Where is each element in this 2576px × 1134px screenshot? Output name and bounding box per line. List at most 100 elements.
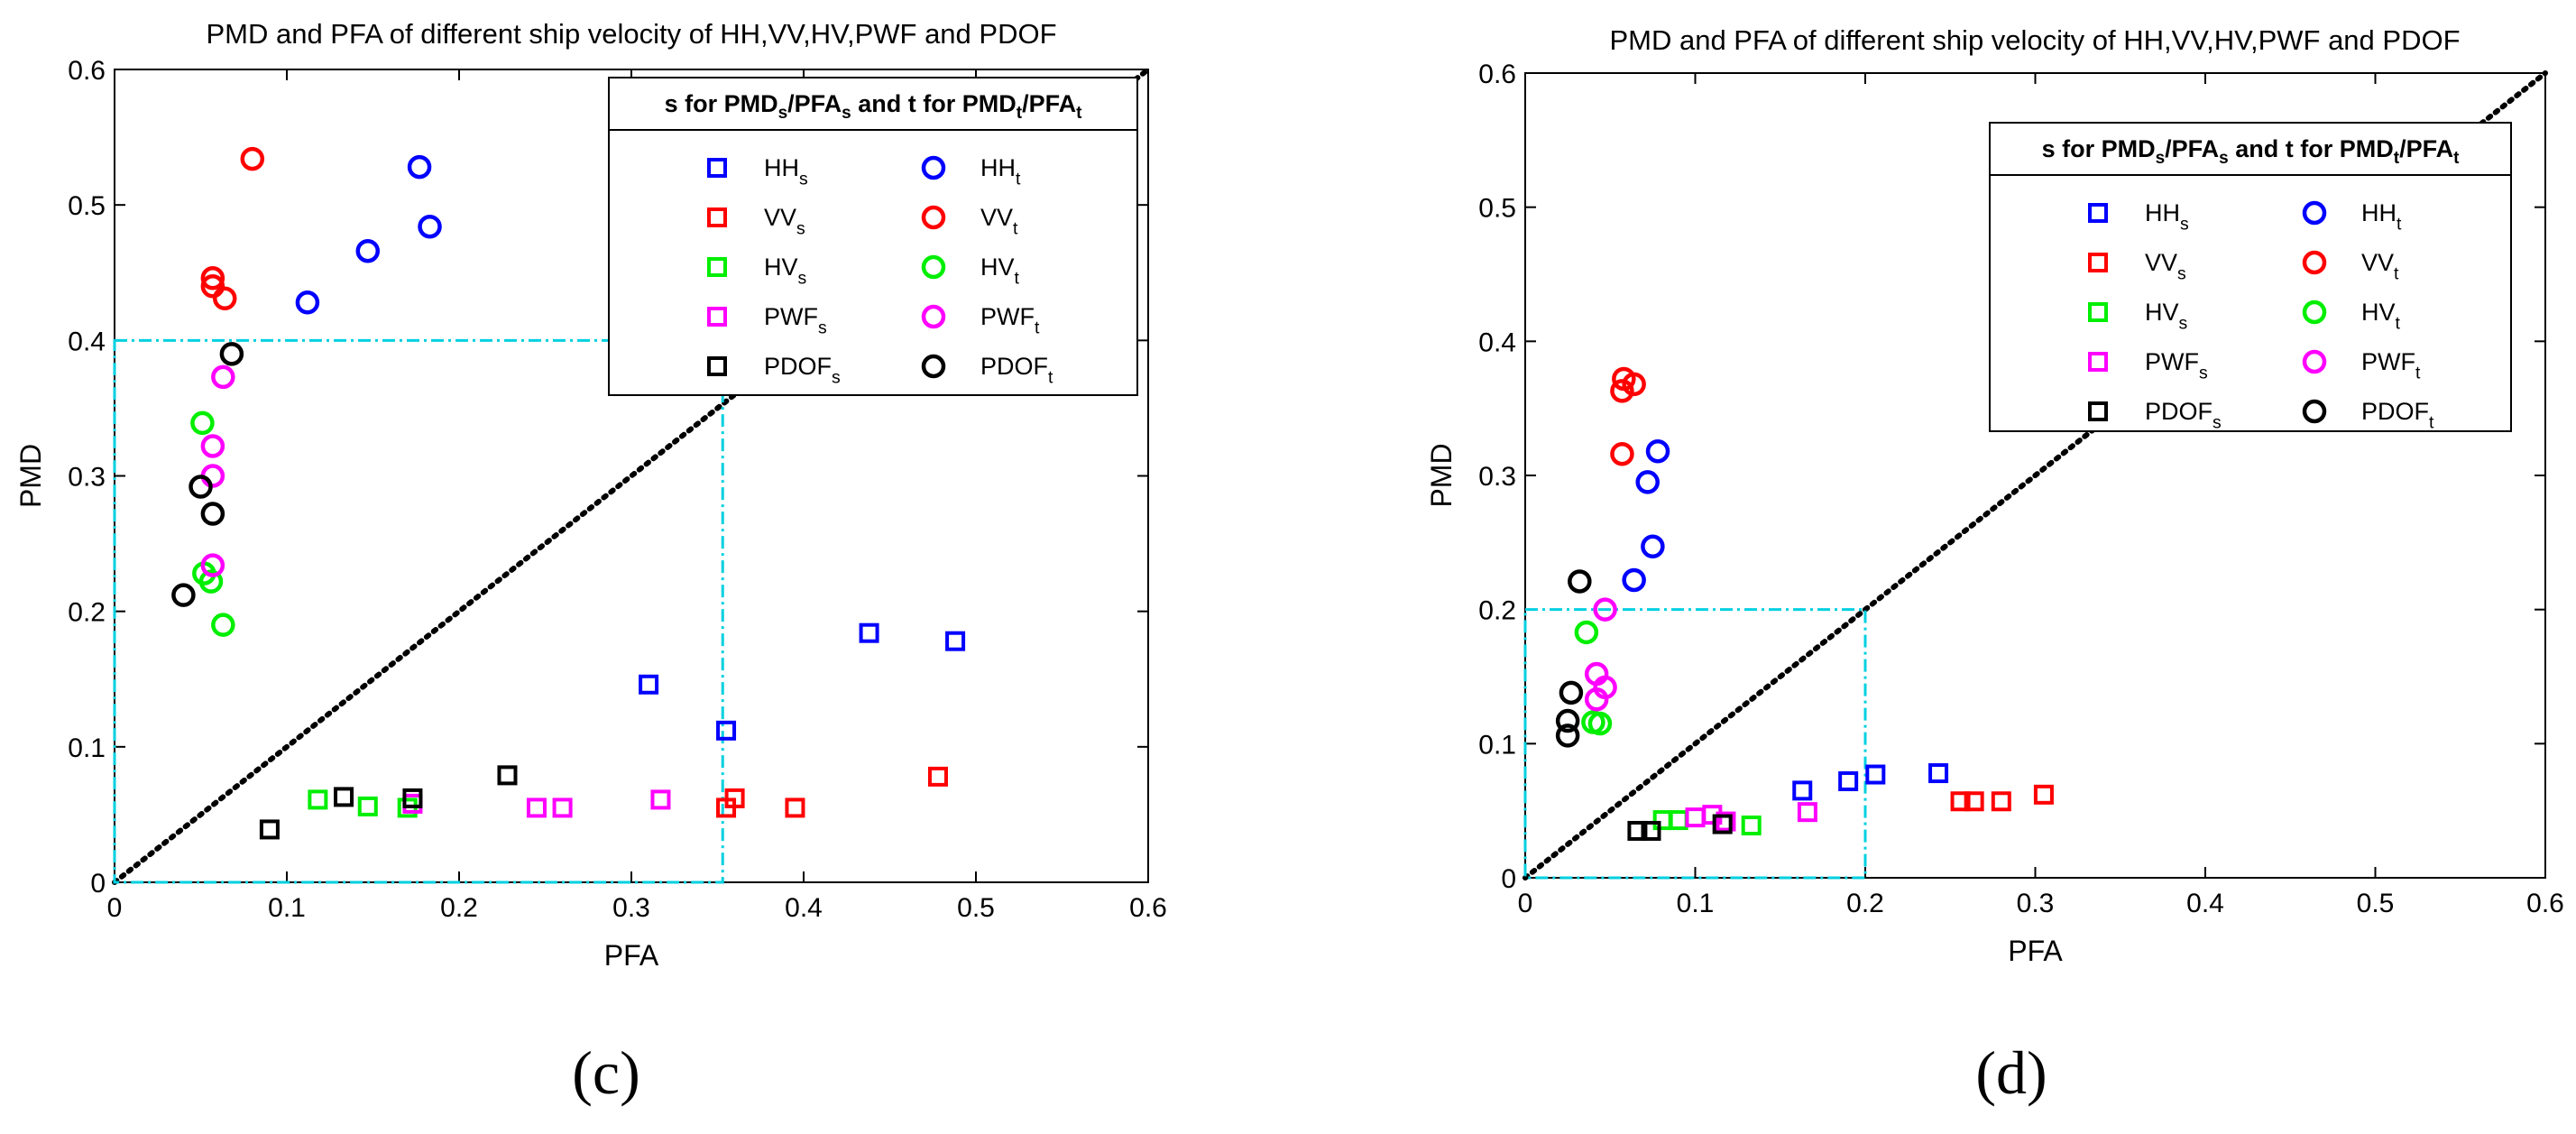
data-point [1641,820,1661,841]
chart-title: PMD and PFA of different ship velocity o… [206,18,1056,50]
data-point [1622,372,1646,397]
y-axis-label: PMD [1425,443,1458,507]
x-tick-label: 0.5 [2357,889,2395,918]
series-PDOFs [1627,814,1733,841]
legend-label: PDOFt [980,353,1053,387]
data-point [357,796,378,816]
legend-item-HHt: HHt [921,154,1021,189]
y-tick-label: 0.5 [68,191,106,221]
data-point [859,622,879,643]
data-point [1741,816,1762,836]
x-tick-label: 0.2 [1846,889,1884,918]
series-PDOFs [259,765,518,840]
data-point [639,674,659,695]
data-point [497,765,518,786]
data-point [1555,724,1580,748]
data-point [785,797,805,818]
legend-label: PDOFs [2145,398,2222,432]
legend-label: PWFs [2145,348,2208,383]
y-tick-label: 0.2 [68,598,106,628]
series-VVs [1950,784,2054,812]
legend-item-HVt: HVt [921,254,1020,288]
series-VVt [200,146,265,311]
data-point [200,553,225,577]
legend-label: HHs [2145,199,2189,234]
legend-marker [707,257,727,277]
data-point [1716,811,1736,832]
y-tick-label: 0.2 [1478,596,1516,626]
y-tick-label: 0.1 [1478,730,1516,760]
data-point [1928,763,1949,784]
legend-label: HVs [2145,299,2188,333]
series-HVt [1574,620,1613,736]
legend-item-VVs: VVs [707,204,805,238]
legend-marker [921,205,946,230]
legend-item-PWFt: PWFt [921,303,1040,337]
data-point [526,797,547,818]
x-tick-label: 0.6 [2526,889,2564,918]
y-tick-label: 0.3 [68,463,106,493]
series-HHs [1792,763,1949,801]
y-tick-label: 0.4 [1478,327,1516,357]
y-tick-label: 0 [90,869,106,899]
legend: s for PMDs/PFAs and t for PMDt/PFAt HHs VV… [1989,122,2512,432]
data-point [308,789,328,810]
legend-label: VVt [2361,249,2399,283]
data-point [1685,807,1706,828]
x-tick-label: 0 [107,893,123,923]
data-point [1712,814,1733,834]
series-VVt [1610,366,1646,466]
legend-item-HHt: HHt [2302,199,2402,234]
data-point [1584,687,1609,712]
legend-label: HVs [764,254,807,288]
legend-marker [921,155,946,180]
legend-marker [707,307,727,327]
series-HHs [639,622,966,741]
legend-label: PWFs [764,303,827,337]
legend-marker [2302,349,2327,374]
y-tick-label: 0.1 [68,733,106,763]
data-point [1622,567,1646,593]
legend-label: PWFt [2361,348,2421,383]
legend-label: PDOFs [764,353,841,387]
data-point [200,274,225,299]
legend-item-PWFt: PWFt [2302,348,2421,383]
data-point [724,788,745,808]
data-point [200,434,225,458]
x-tick-label: 0.1 [268,893,306,923]
legend-marker [2302,399,2327,424]
legend-label: HHt [2361,199,2402,234]
data-point [259,819,280,840]
data-point [552,797,573,818]
data-point [2033,784,2054,805]
legend-marker [2088,401,2108,421]
data-point [1865,764,1886,785]
legend-item-HVt: HVt [2302,299,2401,333]
series-PWFt [1584,597,1617,712]
panel-label: (d) [1975,1038,2047,1107]
series-HVs [308,789,418,818]
x-tick-label: 0.3 [2017,889,2055,918]
series-HHt [295,154,442,315]
data-point [240,146,265,171]
legend-marker [2088,302,2108,322]
data-point [1792,780,1813,801]
data-point [1610,379,1634,403]
x-tick-label: 0.3 [612,893,650,923]
data-point [1964,791,1984,812]
data-point [1991,791,2011,812]
series-PWFs [402,789,671,818]
data-point [1627,820,1648,841]
legend-item-PDOFs: PDOFs [2088,398,2222,432]
legend-label: HVt [980,254,1020,288]
legend-item-HHs: HHs [707,154,808,189]
legend-label: HVt [2361,299,2401,333]
x-tick-label: 0.4 [2186,889,2224,918]
data-point [1950,791,1971,812]
series-HHt [1622,438,1670,593]
legend-marker [2302,200,2327,226]
series-PWFs [1685,802,1817,832]
legend-title: s for PMDs/PFAs and t for PMDt/PFAt [2042,135,2461,168]
data-point [1574,620,1599,645]
